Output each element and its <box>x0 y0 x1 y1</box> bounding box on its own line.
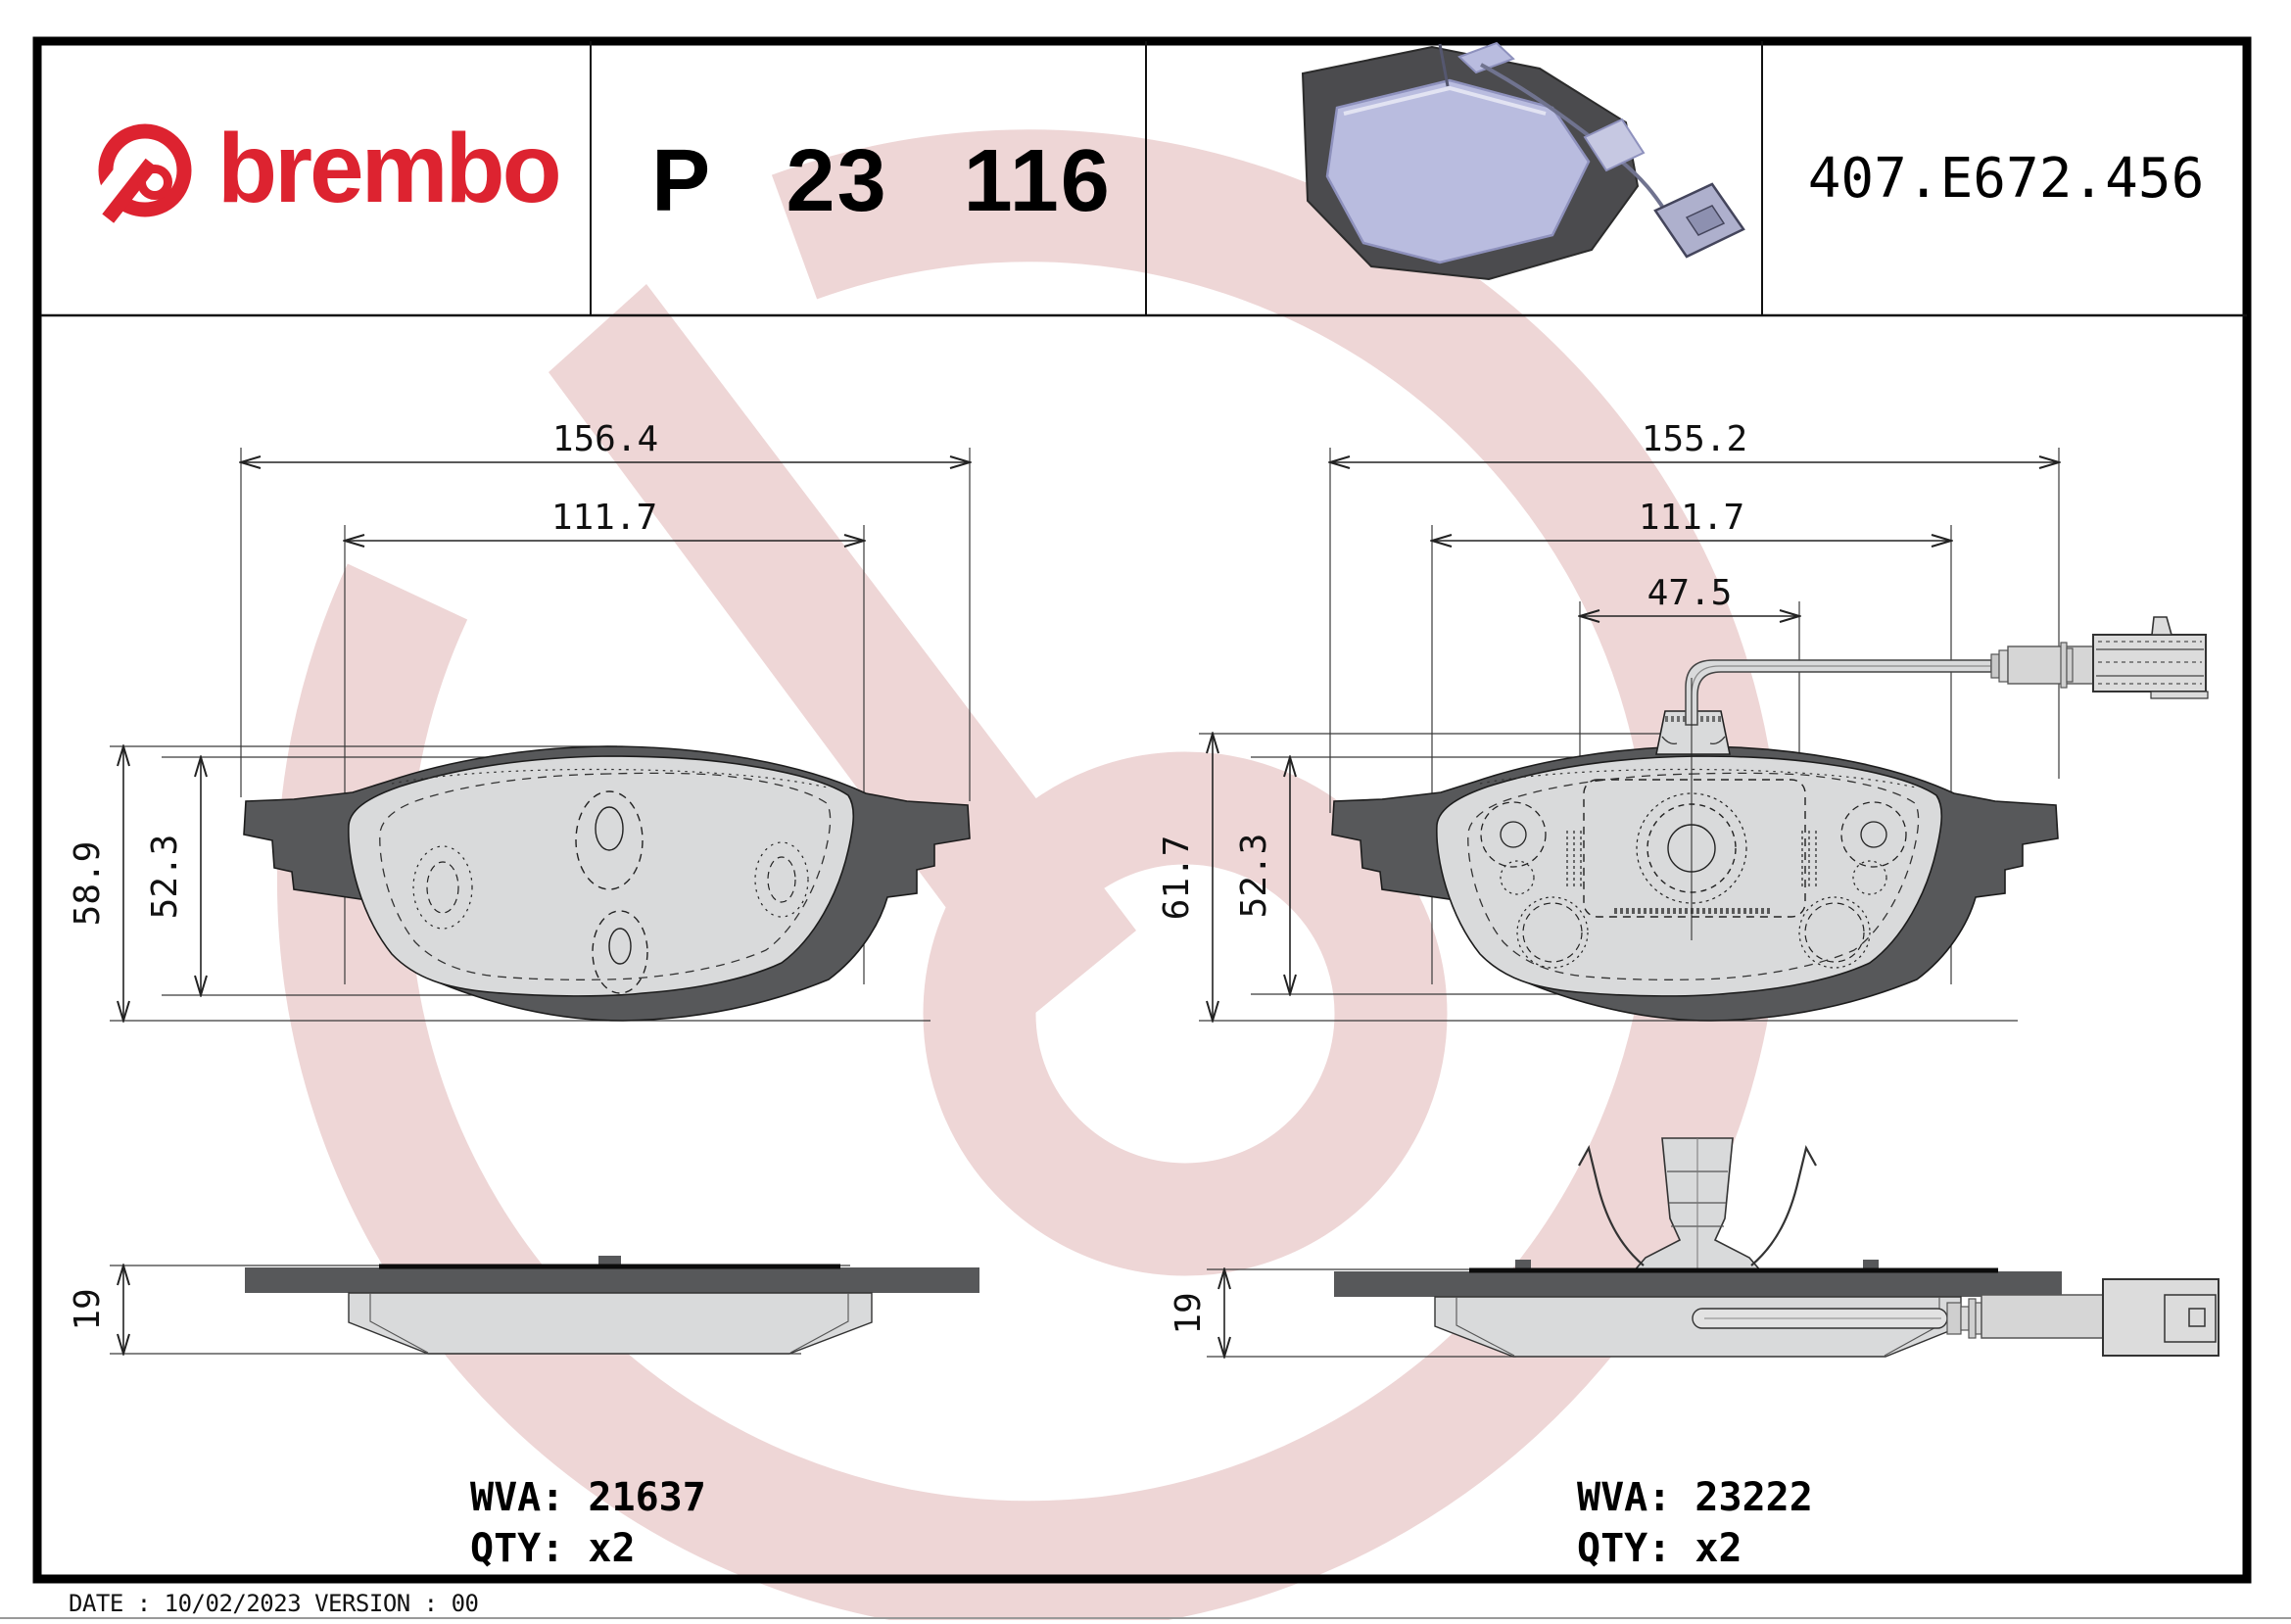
left-edge-backplate-bar <box>245 1267 979 1293</box>
render-connector-socket <box>1685 205 1726 236</box>
right-sensor-mount-arcs <box>1661 736 1726 744</box>
page-border <box>32 36 2252 1584</box>
logo-b-bowl <box>137 165 172 200</box>
right-dim-pad-height: 52.3 <box>1234 834 1274 919</box>
render-sensor-body <box>1583 118 1646 172</box>
left-pad-friction <box>348 755 855 997</box>
right-edge-sensor-lead <box>1692 1278 2219 1357</box>
left-dim-total-height: 58.9 <box>68 841 108 927</box>
left-dim-total-width: 156.4 <box>552 419 658 459</box>
right-dim-total-width: 155.2 <box>1642 419 1747 459</box>
left-edge-friction-block <box>348 1292 873 1355</box>
right-sensor-connector-front <box>1990 616 2209 699</box>
brake-pad-3d-render <box>1301 41 1745 281</box>
left-dim-pad-height: 52.3 <box>145 835 185 920</box>
watermark-b-bowl <box>923 751 1448 1276</box>
render-sensor-clip <box>1457 41 1515 74</box>
right-pad-front-view <box>1331 616 2209 1022</box>
right-pad-drawing: 155.2 111.7 47.5 61.7 52.3 <box>1157 419 2219 1571</box>
logo-slash <box>77 153 148 232</box>
render-edge-highlight <box>1343 85 1547 116</box>
left-dim-pad-width: 111.7 <box>551 498 657 538</box>
left-pad-front-view <box>243 745 971 1022</box>
right-wva-label: WVA: 23222 <box>1577 1475 1813 1520</box>
brand-wordmark: brembo <box>217 114 559 223</box>
right-dim-total-height: 61.7 <box>1157 836 1197 921</box>
right-pad-edge-view: 19 <box>1169 1137 2219 1357</box>
right-dim-sensor-width: 47.5 <box>1647 573 1733 613</box>
spring-clip-left-arm <box>1578 1145 1645 1266</box>
logo-ring <box>98 123 192 217</box>
left-wva-label: WVA: 21637 <box>470 1475 706 1520</box>
left-edge-chamfer-creases <box>369 1293 849 1354</box>
right-dim-pad-width: 111.7 <box>1639 498 1744 538</box>
left-pad-inner-contour <box>379 772 832 980</box>
brembo-logo: brembo <box>77 114 562 232</box>
part-number: P 23 116 <box>651 132 1112 230</box>
left-pad-drawing: 156.4 111.7 58.9 52.3 <box>68 419 979 1571</box>
left-dim-thickness: 19 <box>68 1288 108 1330</box>
spring-clip-right-arm <box>1750 1145 1817 1266</box>
left-pad-edge-view: 19 <box>68 1256 979 1354</box>
render-friction-face <box>1325 78 1591 264</box>
left-pad-wear-marks <box>412 790 809 994</box>
reference-code: 407.E672.456 <box>1808 147 2205 211</box>
render-sensor-pin <box>1438 43 1450 87</box>
date-version-line: DATE : 10/02/2023 VERSION : 00 <box>69 1590 478 1617</box>
right-pad-inner-contour <box>1467 772 1920 980</box>
right-dim-thickness: 19 <box>1169 1292 1209 1334</box>
right-qty-label: QTY: x2 <box>1577 1526 1742 1571</box>
right-sensor-housing <box>1566 678 1817 940</box>
right-edge-backplate-bar <box>1334 1271 2062 1297</box>
right-pad-wear-marks <box>1480 801 1907 969</box>
watermark-ring <box>276 129 1781 1624</box>
left-qty-label: QTY: x2 <box>470 1526 636 1571</box>
right-pad-friction <box>1436 755 1943 997</box>
